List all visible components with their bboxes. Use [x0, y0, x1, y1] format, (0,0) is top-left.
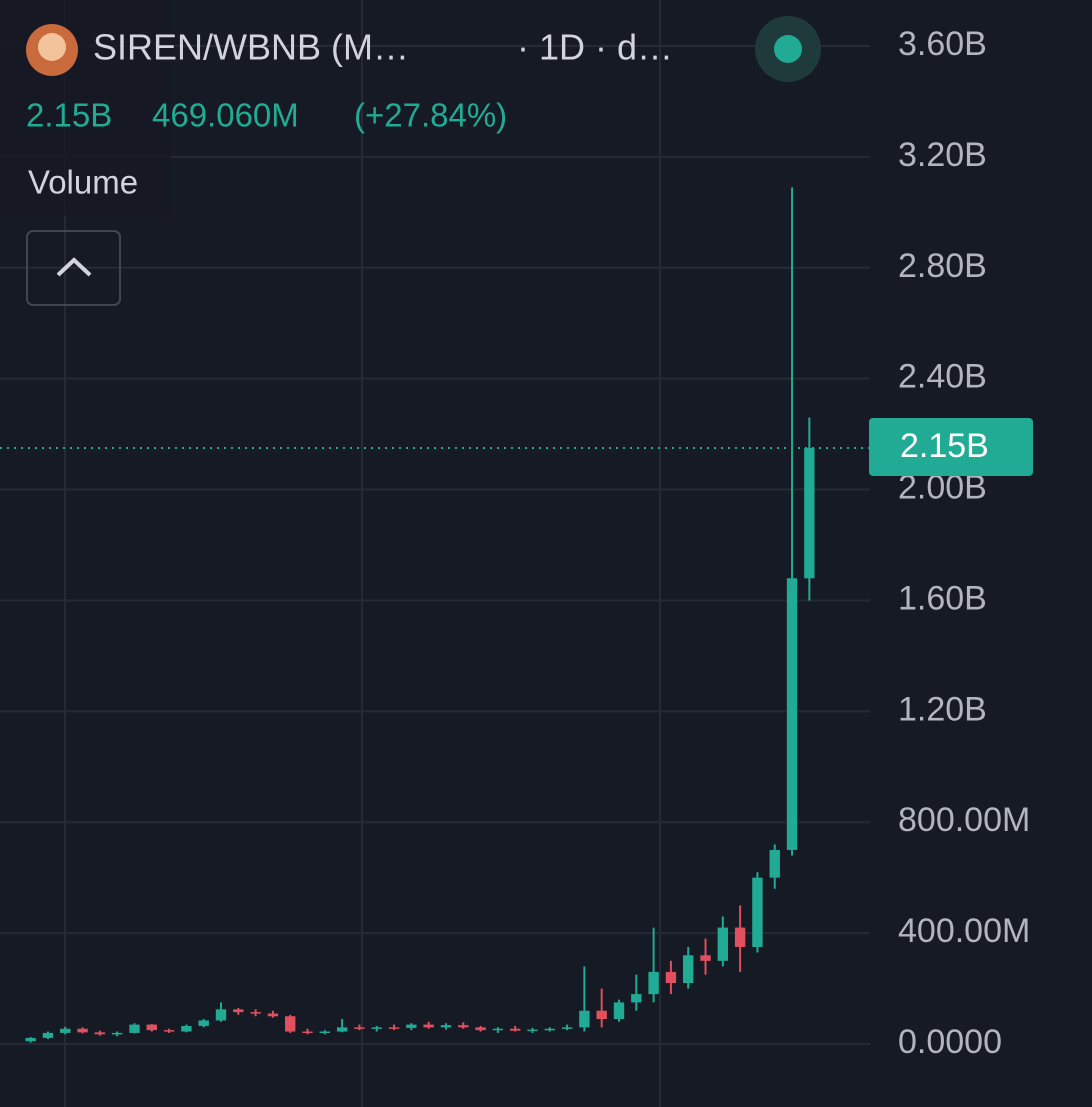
- candle-body: [319, 1031, 331, 1034]
- candle-body: [354, 1027, 365, 1029]
- candle-body: [579, 1010, 590, 1028]
- candle-body: [42, 1032, 54, 1038]
- y-tick-label: 2.40B: [898, 358, 987, 396]
- candle-body: [198, 1020, 209, 1026]
- candle-body: [734, 927, 746, 947]
- candle-body: [648, 971, 659, 995]
- price-tag: [869, 417, 1033, 476]
- legend-backdrop: [0, 0, 170, 215]
- change-percent: (+27.84%): [354, 97, 507, 134]
- candle-body: [129, 1024, 140, 1033]
- y-tick-label: 800.00M: [898, 801, 1030, 839]
- candle-body: [336, 1027, 348, 1032]
- price-tag-label: 2.15B: [900, 427, 989, 465]
- candle-body: [786, 578, 798, 850]
- candle-body: [509, 1028, 521, 1031]
- candle-body: [769, 849, 780, 878]
- candle-body: [233, 1009, 244, 1013]
- y-tick-label: 2.80B: [898, 247, 987, 285]
- y-tick-label: 400.00M: [898, 912, 1030, 950]
- candle-body: [388, 1027, 400, 1029]
- candle-body: [406, 1024, 417, 1028]
- candle-body: [250, 1012, 261, 1014]
- candles: [0, 187, 870, 1043]
- candle-body: [94, 1032, 106, 1035]
- candle-body: [596, 1010, 607, 1020]
- candle-body: [285, 1016, 296, 1032]
- candle-body: [60, 1028, 71, 1033]
- candle-body: [215, 1009, 227, 1021]
- y-tick-label: 3.20B: [898, 136, 987, 174]
- status-dot: [774, 35, 802, 63]
- token-icon-face: [38, 33, 66, 61]
- candle-body: [631, 994, 642, 1003]
- y-tick-label: 1.20B: [898, 690, 987, 728]
- candle-body: [77, 1028, 88, 1033]
- candle-body: [527, 1029, 538, 1032]
- candle-body: [458, 1025, 469, 1028]
- candle-body: [717, 927, 729, 961]
- candle-body: [423, 1024, 434, 1028]
- candle-body: [665, 971, 677, 984]
- candle-body: [683, 955, 694, 984]
- candle-body: [302, 1031, 313, 1034]
- candle-body: [440, 1025, 452, 1028]
- chevron-up: [56, 257, 92, 277]
- pane-label: Volume: [28, 164, 138, 201]
- y-tick-label: 1.60B: [898, 579, 987, 617]
- candle-body: [752, 877, 763, 947]
- candle-body: [111, 1032, 123, 1035]
- candle-body: [267, 1013, 279, 1017]
- candle-body: [544, 1028, 555, 1031]
- last-price: 2.15B: [26, 97, 112, 134]
- candle-body: [181, 1025, 192, 1032]
- candle-body: [371, 1027, 382, 1029]
- chart-title: SIREN/WBNB (M…: [93, 27, 409, 68]
- y-axis: 0.0000400.00M800.00M1.20B1.60B2.00B2.40B…: [869, 25, 1033, 1061]
- candle-body: [475, 1027, 486, 1031]
- candle-body: [25, 1037, 36, 1042]
- candle-body: [146, 1024, 157, 1031]
- candle-body: [492, 1028, 504, 1031]
- grid: [0, 45, 870, 1045]
- chart-subtitle: · 1D · d…: [517, 27, 673, 68]
- collapse-button[interactable]: [26, 230, 121, 306]
- candle-body: [804, 447, 815, 579]
- candle-body: [163, 1030, 175, 1032]
- candle-body: [561, 1027, 573, 1029]
- candle-body: [700, 955, 711, 961]
- y-tick-label: 3.60B: [898, 25, 987, 63]
- change: 469.060M: [152, 97, 299, 134]
- y-tick-label: 0.0000: [898, 1023, 1002, 1061]
- candle-body: [613, 1002, 625, 1020]
